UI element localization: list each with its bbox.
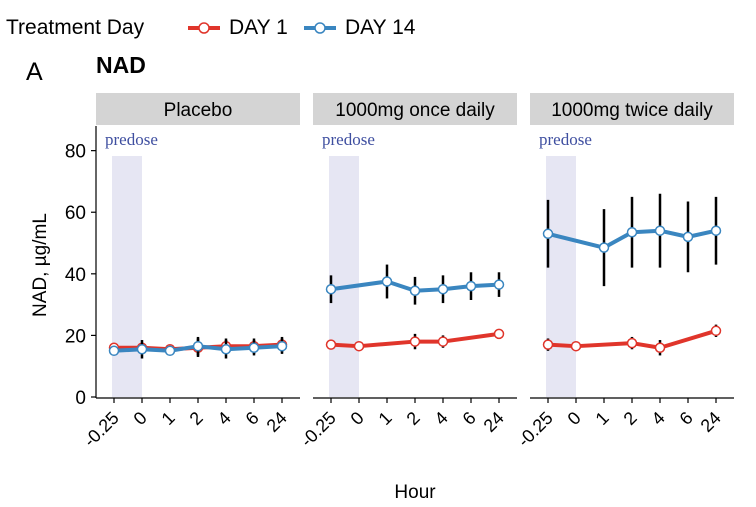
x-tick-label: 4	[648, 408, 669, 429]
data-point	[220, 344, 232, 355]
panel-strip-label: 1000mg twice daily	[551, 100, 713, 121]
series-day-1	[325, 328, 505, 352]
data-point	[325, 339, 337, 350]
predose-label: predose	[539, 130, 592, 149]
y-axis: 0 20 40 60 80	[65, 126, 97, 409]
x-tick-label: 0	[130, 408, 151, 429]
x-tick-label: 0	[347, 408, 368, 429]
x-tick-label: 4	[431, 408, 452, 429]
y-tick-label: 20	[65, 326, 86, 347]
data-point	[654, 225, 666, 236]
data-point	[493, 279, 505, 290]
x-tick-label: 24	[480, 408, 508, 436]
x-tick-label: 4	[214, 408, 235, 429]
data-point	[710, 325, 722, 337]
data-point	[437, 283, 449, 295]
x-tick-label: -0.25	[80, 408, 123, 451]
legend-label-day14: DAY 14	[345, 16, 416, 39]
data-point	[353, 340, 365, 352]
data-point	[409, 285, 421, 297]
x-tick-label: 1	[158, 408, 179, 429]
predose-label: predose	[105, 130, 158, 149]
data-point	[465, 280, 477, 292]
x-tick-label: 24	[263, 408, 291, 436]
legend-title: Treatment Day	[6, 16, 145, 39]
data-point	[542, 339, 554, 350]
series-day-14	[542, 193, 722, 287]
y-tick-label: 60	[65, 203, 86, 224]
predose-band	[112, 156, 142, 397]
panel-strip	[96, 93, 300, 125]
panel-strip	[313, 93, 517, 125]
legend-label-day1: DAY 1	[229, 16, 288, 39]
series-day-14	[108, 336, 288, 359]
data-point	[570, 340, 582, 352]
panel-strip-label: Placebo	[164, 100, 233, 121]
x-tick-label: 6	[459, 408, 480, 429]
data-point	[654, 342, 666, 353]
data-point	[276, 340, 288, 352]
x-tick-label: 2	[403, 408, 424, 429]
x-tick-label: 2	[620, 408, 641, 429]
series-day-14	[325, 264, 505, 305]
x-tick-label: 6	[676, 408, 697, 429]
data-point	[626, 226, 638, 238]
data-point	[598, 242, 610, 253]
panel-letter: A	[26, 58, 43, 86]
data-point	[626, 337, 638, 349]
panel-strip-label: 1000mg once daily	[335, 100, 495, 121]
series-day-1	[542, 324, 722, 356]
legend-marker-day1	[198, 22, 210, 34]
data-point	[136, 344, 148, 355]
data-point	[493, 328, 505, 340]
y-tick-label: 80	[65, 142, 86, 163]
data-point	[542, 228, 554, 240]
data-point	[437, 336, 449, 347]
x-tick-label: 2	[186, 408, 207, 429]
x-tick-label: 24	[697, 408, 725, 436]
data-point	[409, 336, 421, 347]
data-point	[710, 225, 722, 236]
legend-marker-day14	[314, 22, 326, 34]
y-tick-label: 0	[75, 388, 86, 409]
data-point	[682, 231, 694, 243]
data-point	[248, 342, 260, 353]
x-tick-label: 6	[242, 408, 263, 429]
data-point	[164, 345, 176, 357]
data-point	[325, 283, 337, 295]
panel-strip	[530, 93, 734, 125]
data-point	[381, 276, 393, 287]
x-tick-label: 1	[375, 408, 396, 429]
data-point	[192, 340, 204, 352]
x-tick-label: -0.25	[514, 408, 557, 451]
legend: Treatment Day DAY 1 DAY 14	[6, 16, 416, 39]
y-axis-label: NAD, µg/mL	[30, 213, 51, 317]
predose-band	[329, 156, 359, 397]
predose-label: predose	[322, 130, 375, 149]
predose-band	[546, 156, 576, 397]
x-tick-label: 1	[592, 408, 613, 429]
x-tick-label: 0	[564, 408, 585, 429]
data-point	[108, 345, 120, 357]
chart-title: NAD	[96, 52, 146, 78]
y-tick-label: 40	[65, 265, 86, 286]
x-axis-label: Hour	[394, 482, 436, 503]
x-tick-label: -0.25	[297, 408, 340, 451]
